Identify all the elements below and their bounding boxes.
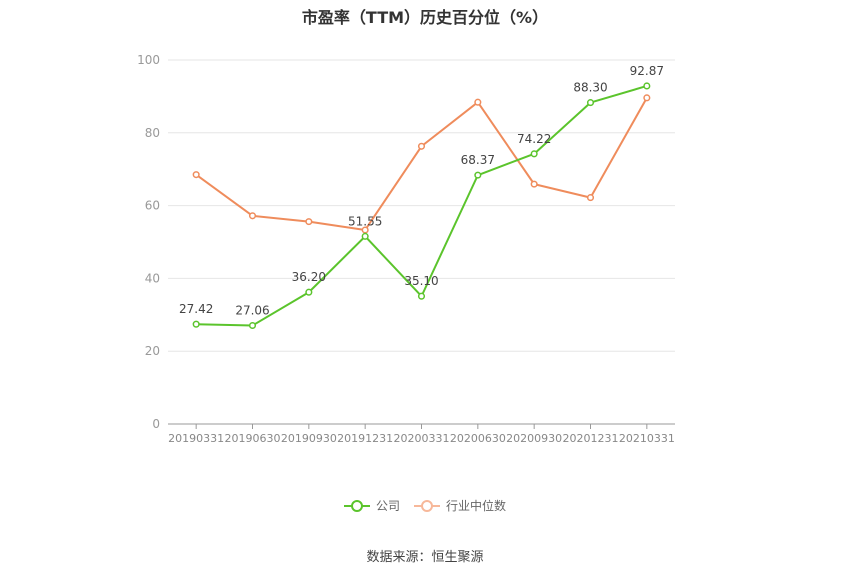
company-point [417,292,426,300]
x-tick-label: 20200630 [450,432,506,445]
x-tick-label: 20190930 [281,432,337,445]
company-point [248,321,257,330]
company-point [643,82,651,90]
industry-median-point [474,98,482,106]
company-point [474,171,482,179]
x-tick-label: 20201231 [563,432,619,445]
y-tick-label: 20 [145,344,160,358]
x-tick-label: 20190630 [225,432,281,445]
industry-median-point [586,194,595,202]
x-tick-label: 20190331 [168,432,224,445]
company-data-label: 68.37 [461,153,495,167]
company-data-label: 35.10 [404,274,438,288]
x-tick-label: 20210331 [619,432,675,445]
legend-label-company: 公司 [375,499,400,513]
industry-median-point [361,226,369,234]
company-point [361,232,369,240]
legend-label-industry-median: 行业中位数 [446,499,507,513]
legend: 公司 行业中位数 [0,497,850,514]
industry-median-point [530,180,538,188]
y-tick-label: 60 [145,199,160,213]
industry-median-point [248,212,257,220]
company-data-label: 74.22 [517,132,551,146]
company-data-label: 51.55 [348,214,382,228]
company-point [586,99,595,107]
industry-median-point [305,218,313,226]
company-point [530,150,538,158]
industry-median-point [192,171,200,179]
company-data-label: 88.30 [573,81,607,95]
series-layer [192,82,651,330]
data-label-layer: 27.42 27.06 36.20 51.55 35.10 68.37 74.22 88.30… [179,64,664,318]
legend-swatch-company [343,499,370,513]
company-point [192,320,200,328]
chart-title: 市盈率（TTM）历史百分位（%） [301,8,549,27]
x-tick-label: 20200930 [506,432,562,445]
y-tick-label: 100 [137,53,160,67]
data-source-note: 数据来源：恒生聚源 [366,550,484,565]
company-data-label: 36.20 [292,270,326,284]
y-tick-label: 40 [145,271,160,285]
company-data-label: 92.87 [630,64,664,78]
industry-median-series-line [195,97,648,231]
industry-median-point [417,142,426,150]
grid-layer [168,59,675,352]
legend-item-company[interactable]: 公司 [343,497,400,514]
industry-median-point [643,94,651,102]
legend-swatch-industry-median [414,499,440,513]
axis-layer: 0 20 40 60 80 100 20190331 20190630 20190930 2019… [137,53,675,445]
x-tick-label: 20200331 [394,432,450,445]
company-data-label: 27.42 [179,302,213,316]
company-data-label: 27.06 [235,304,269,318]
company-point [305,288,313,296]
y-tick-label: 0 [152,417,160,431]
y-tick-label: 80 [145,126,160,140]
legend-item-industry-median[interactable]: 行业中位数 [414,497,506,514]
x-tick-label: 20191231 [337,432,393,445]
